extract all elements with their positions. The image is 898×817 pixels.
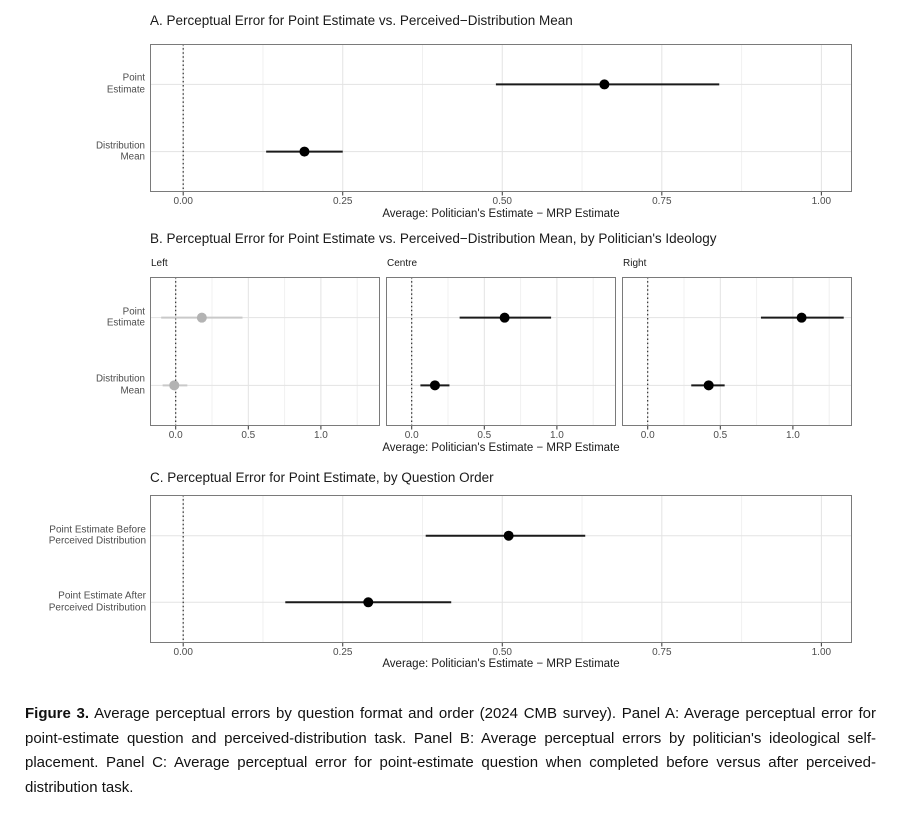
y-axis-label: Point Estimate Before Perceived Distribut… bbox=[48, 524, 146, 547]
x-tick-label: 0.50 bbox=[492, 196, 512, 207]
estimate-point bbox=[503, 530, 514, 541]
gridlines-minor bbox=[211, 277, 358, 426]
x-tick-label: 0.00 bbox=[173, 196, 193, 207]
estimate-point bbox=[429, 380, 440, 391]
axis-tick-marks bbox=[182, 643, 822, 647]
x-tick-label: 1.0 bbox=[313, 430, 328, 441]
estimate-point bbox=[299, 146, 310, 157]
x-tick-label: 0.25 bbox=[332, 196, 353, 207]
x-tick-label: 1.00 bbox=[811, 196, 832, 207]
panel-a-title: A. Perceptual Error for Point Estimate v… bbox=[150, 13, 573, 28]
gridlines-major bbox=[150, 277, 380, 426]
panel-b-facet-left bbox=[150, 277, 380, 430]
panel-b-title: B. Perceptual Error for Point Estimate v… bbox=[150, 231, 717, 246]
x-tick-label: 0.75 bbox=[652, 196, 672, 207]
x-tick-label: 0.5 bbox=[713, 430, 728, 441]
panel-border bbox=[150, 44, 852, 192]
gridlines-major bbox=[622, 277, 852, 426]
axis-tick-marks bbox=[647, 426, 794, 430]
panel-c-facet-main bbox=[150, 495, 852, 647]
panel-border bbox=[622, 277, 852, 426]
caption-label: Figure 3. bbox=[25, 705, 90, 722]
estimate-point bbox=[499, 312, 510, 323]
x-tick-label: 0.75 bbox=[652, 647, 672, 658]
x-tick-label: 1.0 bbox=[549, 430, 564, 441]
y-axis-label: Distribution Mean bbox=[95, 373, 145, 397]
panel-b-facet-right bbox=[622, 277, 852, 430]
x-tick-label: 0.00 bbox=[173, 647, 193, 658]
facet-strip-label: Left bbox=[151, 258, 168, 269]
estimate-point bbox=[363, 597, 374, 608]
panel-border bbox=[150, 495, 852, 643]
x-tick-label: 0.0 bbox=[404, 430, 419, 441]
panel-b-facet-centre bbox=[386, 277, 616, 430]
caption-body: Average perceptual errors by question fo… bbox=[25, 705, 876, 796]
figure-caption: Figure 3. Average perceptual errors by qu… bbox=[25, 702, 876, 800]
gridlines-major bbox=[150, 495, 852, 643]
x-axis-title: Average: Politician's Estimate − MRP Est… bbox=[382, 442, 620, 454]
x-axis-title: Average: Politician's Estimate − MRP Est… bbox=[382, 208, 620, 220]
facet-strip-label: Centre bbox=[387, 258, 418, 269]
y-axis-label: Distribution Mean bbox=[95, 140, 145, 163]
gridlines-major bbox=[386, 277, 616, 426]
y-axis-label: Point Estimate bbox=[106, 306, 145, 329]
x-tick-label: 0.5 bbox=[241, 430, 256, 441]
estimate-point bbox=[196, 312, 207, 323]
gridlines-major bbox=[150, 44, 852, 192]
x-tick-label: 0.50 bbox=[492, 647, 512, 658]
x-tick-label: 1.00 bbox=[811, 647, 832, 658]
panel-border bbox=[150, 277, 380, 426]
x-tick-label: 1.0 bbox=[785, 430, 800, 441]
gridlines-minor bbox=[447, 277, 594, 426]
estimate-point bbox=[703, 380, 714, 391]
panel-border bbox=[386, 277, 616, 426]
x-tick-label: 0.0 bbox=[640, 430, 655, 441]
panel-c-title: C. Perceptual Error for Point Estimate, … bbox=[150, 470, 494, 485]
axis-tick-marks bbox=[411, 426, 558, 430]
x-tick-label: 0.25 bbox=[332, 647, 353, 658]
x-tick-label: 0.5 bbox=[477, 430, 492, 441]
axis-tick-marks bbox=[175, 426, 322, 430]
gridlines-minor bbox=[262, 495, 743, 643]
x-axis-title: Average: Politician's Estimate − MRP Est… bbox=[382, 658, 620, 670]
estimate-point bbox=[796, 312, 807, 323]
gridlines-minor bbox=[683, 277, 830, 426]
gridlines-minor bbox=[262, 44, 743, 192]
axis-tick-marks bbox=[182, 192, 822, 196]
y-axis-label: Point Estimate bbox=[106, 73, 145, 96]
panel-a-facet-main bbox=[150, 44, 852, 196]
facet-strip-label: Right bbox=[623, 258, 647, 269]
estimate-point bbox=[169, 380, 180, 391]
y-axis-label: Point Estimate After Perceived Distributi… bbox=[48, 590, 146, 614]
estimate-point bbox=[599, 79, 610, 90]
x-tick-label: 0.0 bbox=[168, 430, 183, 441]
